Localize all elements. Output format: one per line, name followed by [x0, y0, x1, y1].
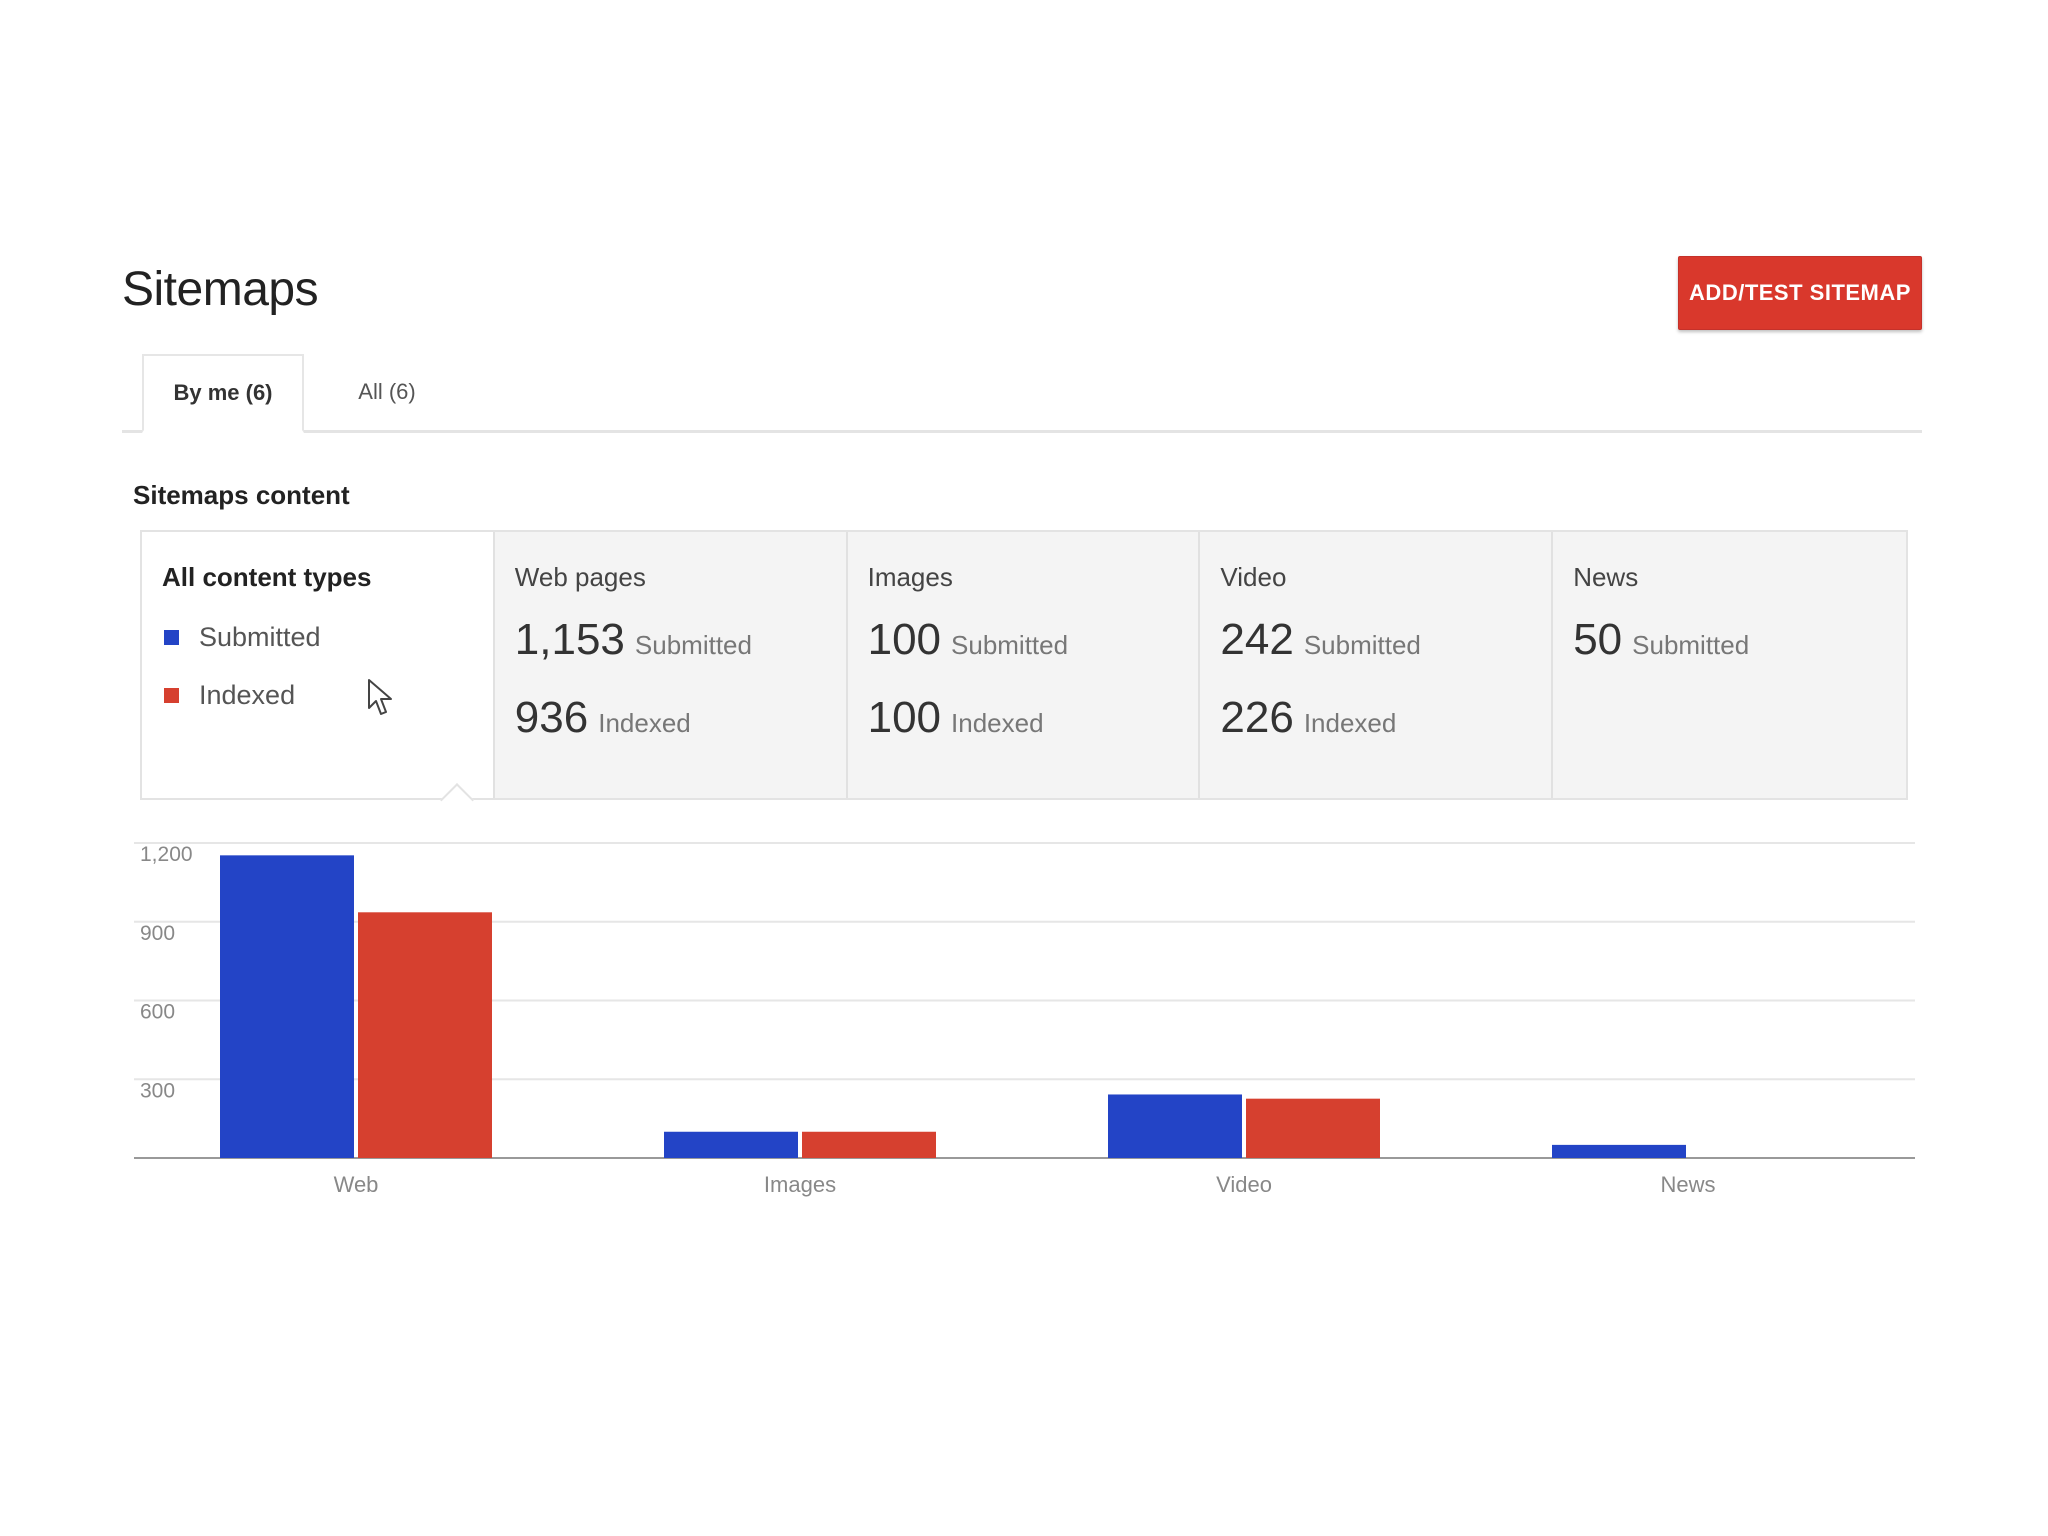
mouse-pointer-icon — [368, 679, 392, 715]
submitted-count: 50 — [1573, 615, 1623, 664]
page-title: Sitemaps — [122, 263, 319, 316]
submitted-stat: 1,153 Submitted — [515, 615, 846, 685]
bar-indexed-images[interactable] — [802, 1131, 936, 1158]
card-title: Video — [1220, 562, 1287, 592]
bar-indexed-video[interactable] — [1246, 1098, 1380, 1158]
tab-all[interactable]: All (6) — [358, 379, 416, 404]
submitted-stat: 100 Submitted — [868, 615, 1199, 685]
section-heading: Sitemaps content — [133, 480, 350, 510]
submitted-count: 1,153 — [514, 615, 625, 664]
video-card[interactable]: Video 242 Submitted 226 Indexed — [1200, 532, 1554, 798]
add-test-sitemap-button[interactable]: ADD/TEST SITEMAP — [1678, 256, 1922, 330]
submitted-label: Submitted — [951, 630, 1069, 660]
submitted-stat: 242 Submitted — [1220, 615, 1551, 685]
sitemaps-bar-chart: 300 600 900 1,200 Web Images Video News — [120, 810, 1920, 1210]
indexed-count: 226 — [1220, 693, 1294, 742]
indexed-swatch-icon — [164, 687, 179, 703]
legend-item-indexed: Indexed — [162, 673, 493, 717]
x-tick-label: Images — [764, 1172, 836, 1197]
x-tick-label: Web — [334, 1172, 379, 1197]
x-tick-label: Video — [1216, 1172, 1272, 1197]
indexed-label: Indexed — [1303, 708, 1397, 738]
legend-label: Indexed — [199, 679, 296, 710]
bar-submitted-images[interactable] — [664, 1131, 798, 1158]
card-title: News — [1573, 562, 1639, 592]
legend-item-submitted: Submitted — [162, 615, 493, 659]
card-title: All content types — [162, 562, 372, 592]
y-tick-label: 300 — [140, 1079, 175, 1102]
bar-indexed-web[interactable] — [358, 912, 492, 1158]
indexed-label: Indexed — [951, 708, 1044, 738]
submitted-count: 242 — [1220, 615, 1294, 664]
legend-label: Submitted — [199, 621, 321, 652]
submitted-count: 100 — [867, 615, 942, 664]
indexed-stat: 936 Indexed — [515, 693, 846, 763]
submitted-label: Submitted — [1303, 630, 1421, 660]
images-card[interactable]: Images 100 Submitted 100 Indexed — [848, 532, 1201, 798]
submitted-label: Submitted — [1632, 630, 1750, 660]
submitted-swatch-icon — [164, 629, 179, 645]
card-title: Images — [867, 562, 953, 592]
bar-submitted-video[interactable] — [1108, 1094, 1242, 1158]
indexed-label: Indexed — [598, 708, 691, 738]
chart-svg: 300 600 900 1,200 Web Images Video News — [134, 842, 1915, 1197]
sitemaps-content-summary: All content types Submitted Indexed Web … — [140, 530, 1908, 817]
indexed-stat: 100 Indexed — [868, 693, 1199, 763]
bar-submitted-news[interactable] — [1552, 1144, 1686, 1158]
tab-bar: By me (6) All (6) — [122, 354, 1922, 433]
news-card[interactable]: News 50 Submitted — [1553, 532, 1906, 798]
tab-by-me[interactable]: By me (6) — [142, 354, 304, 433]
x-tick-label: News — [1660, 1172, 1715, 1197]
bar-submitted-web[interactable] — [220, 855, 354, 1158]
indexed-stat: 226 Indexed — [1220, 693, 1551, 763]
y-tick-label: 1,200 — [140, 843, 193, 866]
indexed-count: 936 — [514, 693, 589, 742]
web-pages-card[interactable]: Web pages 1,153 Submitted 936 Indexed — [495, 532, 848, 798]
indexed-count: 100 — [867, 693, 942, 742]
y-tick-label: 900 — [140, 922, 175, 945]
all-content-types-card[interactable]: All content types Submitted Indexed — [142, 532, 495, 817]
submitted-stat: 50 Submitted — [1573, 615, 1906, 685]
y-tick-label: 600 — [140, 1001, 175, 1024]
card-title: Web pages — [514, 562, 646, 592]
submitted-label: Submitted — [634, 630, 752, 660]
